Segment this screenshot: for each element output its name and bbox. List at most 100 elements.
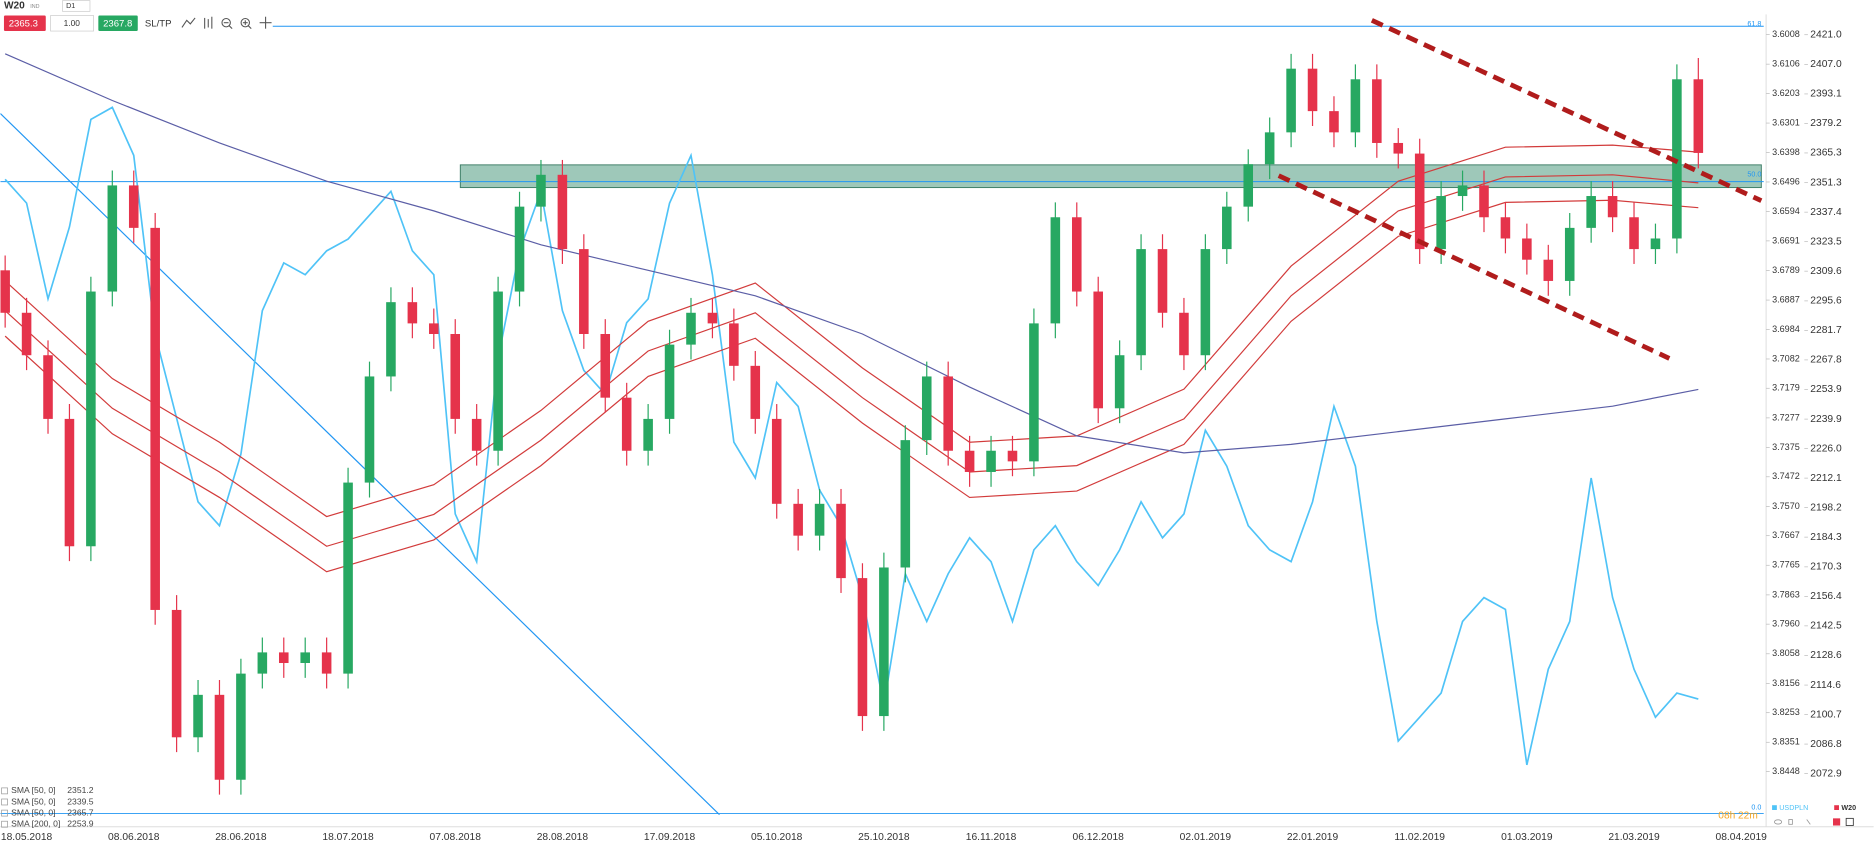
candle-body: [836, 503, 846, 579]
indicator-icon[interactable]: [1, 820, 8, 828]
candle-body: [171, 609, 182, 738]
y2-tick-label: 3.8351: [1772, 737, 1800, 747]
zoom-in-icon[interactable]: [240, 17, 252, 30]
y2-tick-label: 3.7179: [1772, 383, 1800, 393]
candle-body: [557, 174, 568, 250]
candle-body: [686, 312, 696, 345]
x-tick-label: 07.08.2018: [430, 832, 482, 843]
y-tick-label: 2226.0: [1810, 443, 1842, 454]
y-tick-label: 2407.0: [1810, 59, 1842, 70]
fib-label: 0.0: [1751, 803, 1761, 811]
candle-body: [1050, 217, 1061, 324]
candle-body: [471, 418, 482, 451]
candle-body: [879, 567, 889, 717]
legend-label[interactable]: W20: [1841, 804, 1856, 812]
timeframe-box[interactable]: [62, 0, 91, 12]
candle-body: [1522, 238, 1532, 260]
candle-body: [1607, 196, 1618, 218]
candle-body: [86, 291, 96, 547]
y2-tick-label: 3.6106: [1772, 59, 1800, 69]
indicator-value: 2253.9: [67, 818, 94, 828]
x-tick-label: 16.11.2018: [966, 832, 1017, 843]
candle-body: [1093, 291, 1103, 409]
y2-tick-label: 3.6594: [1772, 206, 1800, 216]
indicator-value: 2339.5: [67, 796, 94, 806]
candle-body: [1543, 259, 1554, 281]
channel-line[interactable]: [1370, 18, 1763, 203]
candle-body: [386, 302, 396, 377]
y-tick-label: 2309.6: [1810, 266, 1842, 277]
candle-body: [493, 291, 503, 451]
y-tick-label: 2170.3: [1810, 562, 1842, 573]
y2-tick-label: 3.7082: [1772, 353, 1800, 363]
legend-swatch: [1772, 805, 1777, 810]
volume[interactable]: 1.00: [64, 18, 81, 28]
timeframe[interactable]: D1: [66, 2, 75, 10]
y2-tick-label: 3.6496: [1772, 176, 1800, 186]
x-tick-label: 08.06.2018: [108, 832, 160, 843]
bid-price[interactable]: 2365.3: [9, 18, 38, 29]
y2-tick-label: 3.6301: [1772, 117, 1800, 127]
indicator-icon[interactable]: [1, 787, 8, 795]
candle-body: [1029, 323, 1039, 462]
y2-tick-label: 3.7375: [1772, 442, 1800, 452]
moving-average: [4, 53, 1699, 454]
volume-box[interactable]: [50, 15, 94, 32]
axis-layer: 2421.0 2407.0 2393.1 2379.2 2365.3 2351.3 2337…: [1, 29, 1842, 843]
y-tick-label: 2365.3: [1810, 148, 1842, 159]
candle-body: [407, 302, 418, 324]
candle-body: [621, 397, 632, 451]
indicator-icon[interactable]: [1, 798, 8, 806]
crosshair-icon[interactable]: [259, 16, 272, 29]
legend-icons[interactable]: [1774, 817, 1854, 826]
indicator-icon[interactable]: [204, 16, 213, 29]
candle-body: [1007, 450, 1018, 462]
candle-body: [128, 185, 139, 228]
chart-type-icon[interactable]: [181, 17, 196, 28]
candle-body: [857, 578, 868, 717]
buy-button[interactable]: [98, 15, 138, 32]
indicator-icon[interactable]: [1, 809, 8, 817]
candle-body: [64, 418, 75, 547]
candle-body: [300, 652, 310, 664]
trend-line[interactable]: [0, 113, 720, 815]
y-tick-label: 2281.7: [1810, 325, 1842, 336]
candle-body: [964, 450, 975, 472]
candle-body: [536, 174, 546, 207]
candle-body: [1479, 185, 1489, 218]
channel-line[interactable]: [1277, 173, 1671, 361]
y-tick-label: 2100.7: [1810, 709, 1842, 720]
x-tick-label: 28.08.2018: [537, 832, 589, 843]
ask-price[interactable]: 2367.8: [103, 18, 132, 29]
candle-body: [1629, 217, 1639, 250]
candle-body: [21, 312, 32, 356]
sltp-button[interactable]: SL/TP: [145, 18, 172, 29]
legend-label[interactable]: USDPLN: [1779, 804, 1808, 812]
candle-body: [1243, 164, 1254, 207]
sell-button[interactable]: [3, 15, 46, 32]
y-tick-label: 2253.9: [1810, 384, 1842, 395]
symbol-type: IND: [30, 4, 39, 10]
candle-body: [1650, 238, 1661, 250]
candle-body: [1264, 132, 1275, 165]
candle-body: [1071, 217, 1082, 292]
candle-body: [1672, 79, 1682, 239]
candle-body: [214, 694, 225, 780]
zoom-out-icon[interactable]: [221, 17, 233, 30]
candle-body: [1436, 196, 1446, 250]
candle-body: [921, 376, 932, 441]
y-tick-label: 2393.1: [1810, 89, 1842, 100]
toolbar: W20 IND D1 2365.3 1.00 2367.8 SL/TP: [3, 0, 272, 32]
candle-body: [1307, 68, 1318, 112]
y-tick-label: 2142.5: [1810, 621, 1842, 632]
candle-body: [429, 323, 439, 335]
y2-tick-label: 3.6984: [1772, 324, 1800, 334]
y-tick-label: 2379.2: [1810, 118, 1842, 129]
candle-body: [1286, 68, 1296, 133]
y-tick-label: 2114.6: [1810, 680, 1841, 691]
symbol[interactable]: W20: [4, 1, 25, 12]
y2-tick-label: 3.6789: [1772, 265, 1800, 275]
y2-tick-label: 3.6691: [1772, 235, 1800, 245]
